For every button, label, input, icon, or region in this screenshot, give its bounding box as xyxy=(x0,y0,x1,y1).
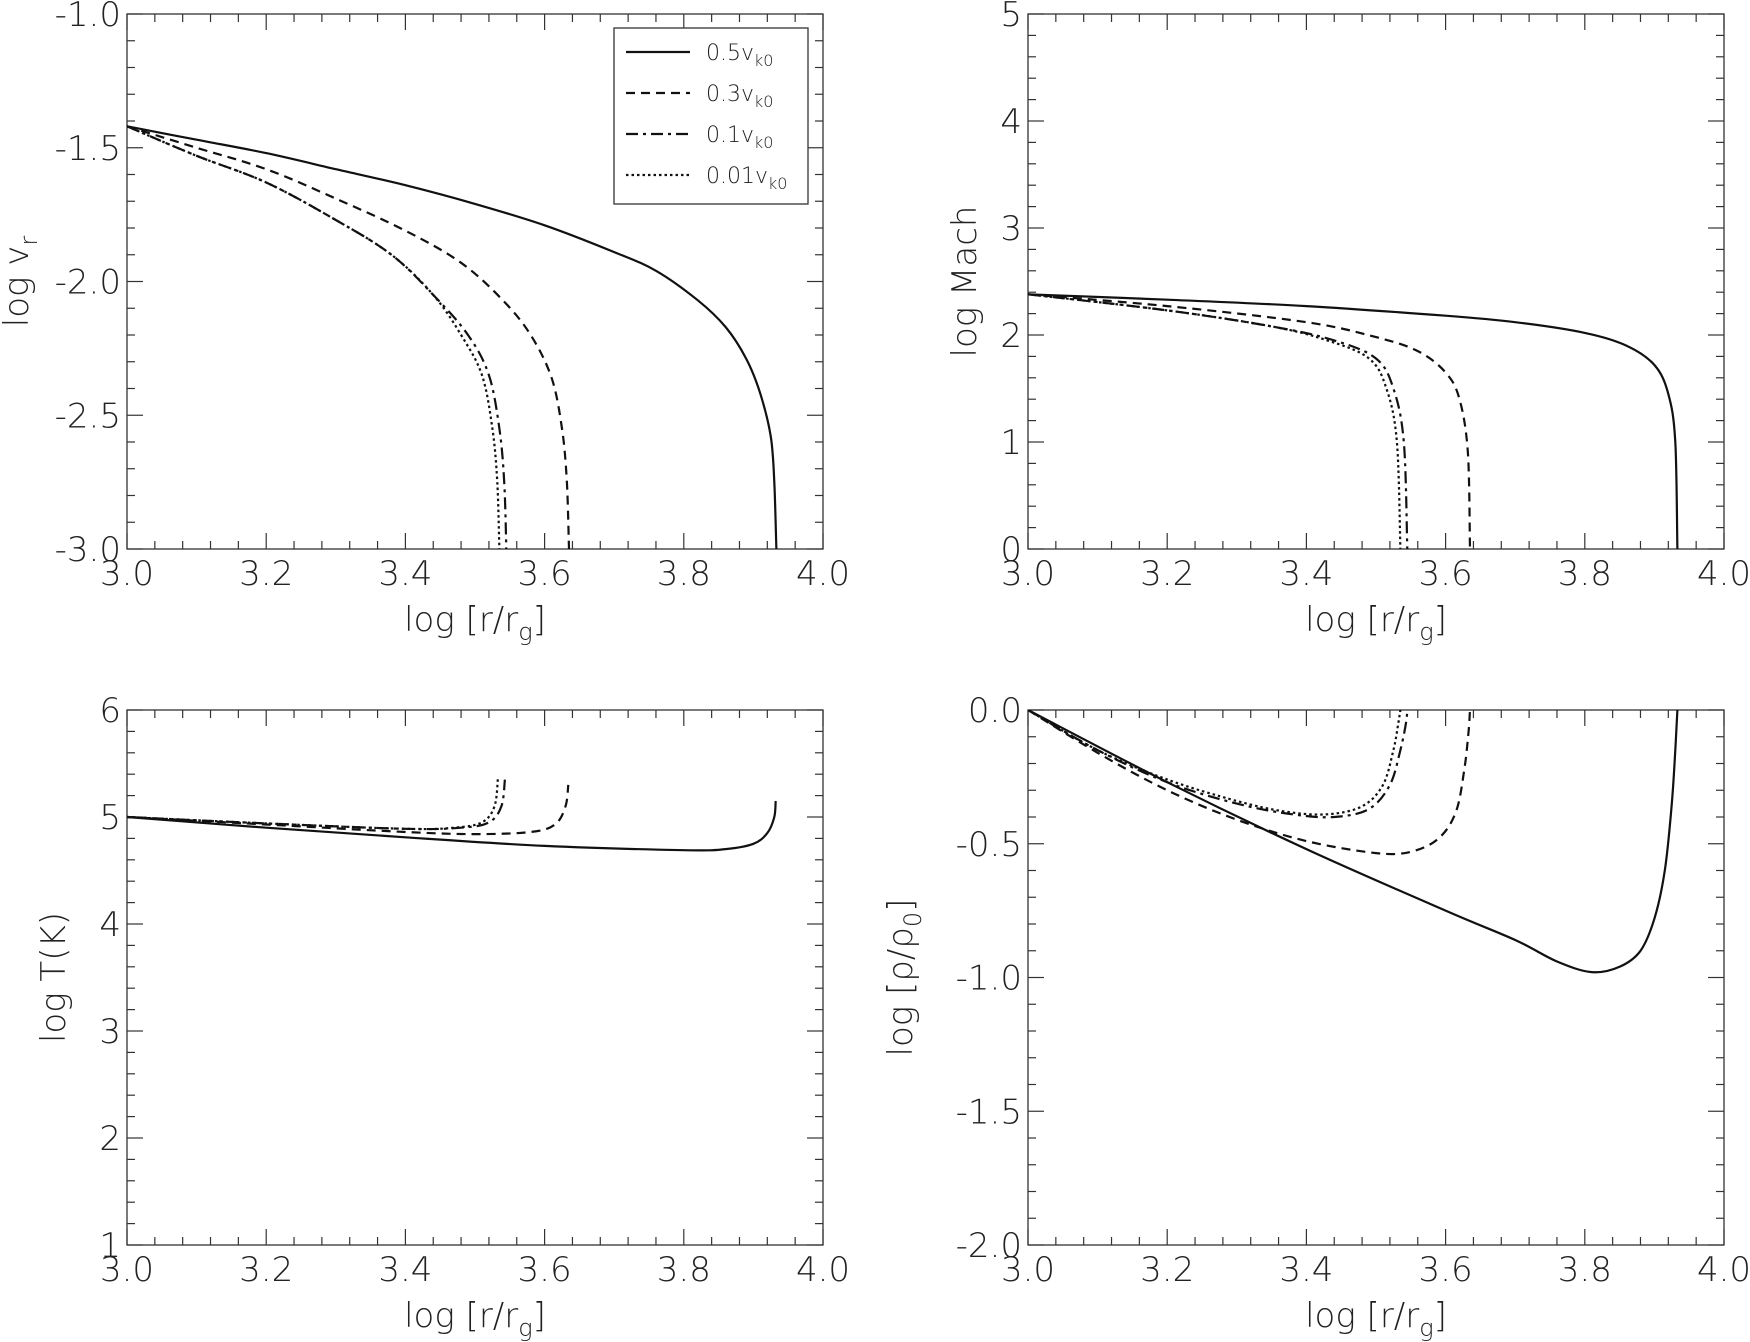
series-line-dashed xyxy=(1028,710,1472,856)
x-tick-label: 3.8 xyxy=(1558,554,1612,594)
y-tick-label: 4 xyxy=(99,905,121,945)
x-tick-label: 3.4 xyxy=(378,554,432,594)
legend-label: 0.01vk0 xyxy=(706,164,787,193)
y-tick-label: 5 xyxy=(99,798,121,838)
x-axis-label: log [r/rg] xyxy=(1305,1296,1447,1342)
series-line-solid xyxy=(127,125,778,549)
legend-label: 0.1vk0 xyxy=(706,123,773,152)
y-tick-label: -1.0 xyxy=(55,0,121,35)
panel-rho: 3.0 3.2 3.4 3.6 3.8 4.0 -2.0 -1.5 -1.0 -0.5 0.0 log… xyxy=(881,691,1750,1342)
series-line-solid xyxy=(1028,293,1679,549)
x-tick-label: 3.8 xyxy=(657,1250,711,1290)
y-axis-label: log Mach xyxy=(945,206,985,358)
x-tick-label: 3.0 xyxy=(100,554,154,594)
x-tick-label: 4.0 xyxy=(796,554,850,594)
series-line-dashed xyxy=(127,125,571,549)
series-line-dashdot xyxy=(1028,710,1409,819)
y-tick-label: 0.0 xyxy=(968,691,1022,731)
plot-frame xyxy=(1027,709,1725,1246)
x-tick-label: 3.4 xyxy=(1279,1250,1333,1290)
plot-frame xyxy=(1027,13,1725,550)
y-tick-label: 1 xyxy=(99,1226,121,1266)
x-tick-label: 3.2 xyxy=(1140,1250,1194,1290)
series-line-solid xyxy=(1028,710,1679,974)
x-tick-label: 3.2 xyxy=(1140,554,1194,594)
y-tick-label: 4 xyxy=(1000,102,1022,142)
series-line-dashed xyxy=(1028,293,1472,549)
y-tick-label: 5 xyxy=(1000,0,1022,35)
x-tick-label: 3.8 xyxy=(657,554,711,594)
y-tick-label: -0.5 xyxy=(956,825,1022,865)
x-tick-label: 3.4 xyxy=(1279,554,1333,594)
series-line-dashdot xyxy=(1028,293,1409,549)
x-tick-label: 3.4 xyxy=(378,1250,432,1290)
series-line-dotted xyxy=(127,125,501,549)
x-tick-label: 3.6 xyxy=(1419,1250,1473,1290)
series-line-dotted xyxy=(1028,293,1402,549)
legend-label: 0.3vk0 xyxy=(706,82,773,111)
x-tick-label: 3.0 xyxy=(1001,1250,1055,1290)
series-line-dotted xyxy=(1028,710,1402,816)
x-tick-label: 3.6 xyxy=(1419,554,1473,594)
y-tick-label: 2 xyxy=(1000,316,1022,356)
y-tick-label: 3 xyxy=(1000,209,1022,249)
y-tick-label: -2.0 xyxy=(956,1226,1022,1266)
panel-mach: 3.0 3.2 3.4 3.6 3.8 4.0 0 1 2 3 4 5 log [r/rg] log Ma… xyxy=(945,0,1750,646)
y-tick-label: 6 xyxy=(99,691,121,731)
x-tick-label: 3.2 xyxy=(239,554,293,594)
series-line-solid xyxy=(127,800,777,852)
y-axis-label: log vr xyxy=(0,236,43,328)
x-tick-label: 4.0 xyxy=(1697,1250,1750,1290)
y-axis-label: log T(K) xyxy=(34,912,74,1043)
x-tick-label: 3.0 xyxy=(1001,554,1055,594)
x-tick-label: 3.6 xyxy=(518,1250,572,1290)
y-tick-label: 2 xyxy=(99,1119,121,1159)
y-axis-label: log [ρ/ρ0] xyxy=(881,899,927,1057)
y-tick-label: 0 xyxy=(1000,530,1022,570)
y-tick-label: 1 xyxy=(1000,423,1022,463)
y-tick-label: -1.5 xyxy=(956,1092,1022,1132)
x-tick-label: 4.0 xyxy=(796,1250,850,1290)
x-tick-label: 3.0 xyxy=(100,1250,154,1290)
series-line-dotted xyxy=(127,777,500,831)
y-tick-label: 3 xyxy=(99,1012,121,1052)
legend: 0.5vk0 0.3vk0 0.1vk0 0.01vk0 xyxy=(613,27,809,205)
legend-box xyxy=(613,27,809,205)
legend-label: 0.5vk0 xyxy=(706,41,773,70)
y-tick-label: -1.5 xyxy=(55,129,121,169)
x-tick-label: 4.0 xyxy=(1697,554,1750,594)
x-axis-label: log [r/rg] xyxy=(404,1296,546,1342)
x-tick-label: 3.8 xyxy=(1558,1250,1612,1290)
y-tick-label: -2.0 xyxy=(55,263,121,303)
x-tick-label: 3.2 xyxy=(239,1250,293,1290)
x-tick-label: 3.6 xyxy=(518,554,572,594)
panel-vr: 3.0 3.2 3.4 3.6 3.8 4.0 -3.0 -2.5 -2.0 -1.5 -1.0 lo… xyxy=(0,0,850,646)
y-tick-label: -2.5 xyxy=(55,396,121,436)
y-tick-label: -1.0 xyxy=(956,959,1022,999)
x-axis-label: log [r/rg] xyxy=(1305,600,1447,646)
x-axis-label: log [r/rg] xyxy=(404,600,546,646)
y-tick-label: -3.0 xyxy=(55,530,121,570)
plot-frame xyxy=(126,709,824,1246)
panel-temp: 3.0 3.2 3.4 3.6 3.8 4.0 1 2 3 4 5 6 log [r/rg] log T(… xyxy=(34,691,850,1342)
